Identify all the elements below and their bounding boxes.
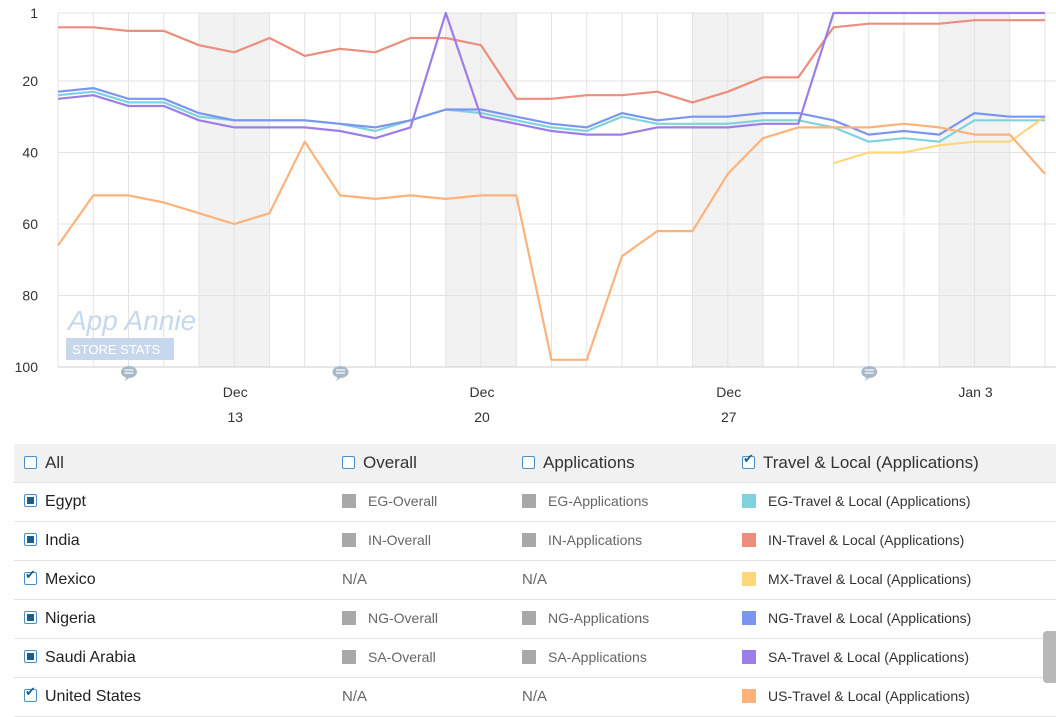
- y-tick-label: 40: [22, 144, 38, 160]
- series-swatch[interactable]: [342, 650, 356, 664]
- country-name: Saudi Arabia: [45, 649, 136, 666]
- legend-row: Saudi Arabia SA-Overall SA-Applications SA-…: [14, 638, 1056, 678]
- watermark-store-stats: STORE STATS: [72, 342, 160, 357]
- legend-header-row: All Overall Applications Travel & Local …: [14, 444, 1056, 483]
- header-overall: Overall: [363, 453, 417, 472]
- overall-series-label[interactable]: SA-Overall: [368, 649, 436, 665]
- country-name: Mexico: [45, 571, 96, 588]
- legend-row: Mexico N/A N/A MX-Travel & Local (Applicati…: [14, 560, 1056, 600]
- series-swatch[interactable]: [342, 611, 356, 625]
- country-checkbox[interactable]: [24, 685, 37, 702]
- series-swatch[interactable]: [742, 494, 756, 508]
- country-checkbox[interactable]: [24, 494, 37, 507]
- travel-series-label[interactable]: NG-Travel & Local (Applications): [768, 610, 972, 626]
- applications-na: N/A: [522, 571, 548, 588]
- travel-series-label[interactable]: EG-Travel & Local (Applications): [768, 493, 971, 509]
- annotation-marker-icon[interactable]: [121, 366, 137, 381]
- series-swatch[interactable]: [342, 494, 356, 508]
- overall-series-label[interactable]: IN-Overall: [368, 532, 432, 548]
- y-tick-label: 20: [22, 73, 38, 89]
- series-swatch[interactable]: [742, 689, 756, 703]
- series-legend-table: All Overall Applications Travel & Local …: [14, 444, 1056, 717]
- legend-row: India IN-Overall IN-Applications IN-Travel …: [14, 521, 1056, 561]
- applications-series-label[interactable]: SA-Applications: [548, 649, 647, 665]
- legend-row: Nigeria NG-Overall NG-Applications NG-Trave…: [14, 599, 1056, 639]
- country-name: Nigeria: [45, 610, 96, 627]
- x-tick-label-day: 13: [227, 409, 243, 425]
- country-checkbox[interactable]: [24, 611, 37, 624]
- side-panel-tab[interactable]: [1043, 631, 1056, 683]
- country-checkbox[interactable]: [24, 568, 37, 585]
- series-line-eg[interactable]: [57, 90, 1045, 143]
- country-checkbox[interactable]: [24, 533, 37, 546]
- y-tick-label: 1: [30, 5, 38, 21]
- travel-series-label[interactable]: MX-Travel & Local (Applications): [768, 571, 972, 587]
- watermark-logo-text: App Annie: [66, 305, 196, 336]
- series-swatch[interactable]: [522, 650, 536, 664]
- legend-row: United States N/A N/A US-Travel & Local (Ap…: [14, 677, 1056, 717]
- series-swatch[interactable]: [742, 572, 756, 586]
- applications-na: N/A: [522, 688, 548, 705]
- overall-series-label[interactable]: NG-Overall: [368, 610, 439, 626]
- x-tick-label-month: Dec: [716, 384, 741, 400]
- x-tick-label-month: Dec: [470, 384, 495, 400]
- annotation-marker-icon[interactable]: [332, 366, 349, 381]
- x-tick-label-day: 20: [474, 409, 490, 425]
- series-swatch[interactable]: [522, 533, 536, 547]
- country-checkbox[interactable]: [24, 650, 37, 663]
- y-tick-label: 80: [22, 287, 38, 303]
- annotation-marker-icon[interactable]: [861, 366, 878, 381]
- y-tick-label: 60: [22, 216, 38, 232]
- series-line-sa[interactable]: [57, 11, 1045, 140]
- series-line-mx[interactable]: [833, 115, 1046, 165]
- x-tick-label-day: 27: [721, 409, 737, 425]
- country-name: Egypt: [45, 493, 86, 510]
- y-tick-label: 100: [15, 359, 39, 375]
- series-line-us[interactable]: [57, 122, 1046, 361]
- travel-checkbox[interactable]: [742, 452, 755, 469]
- series-swatch[interactable]: [742, 650, 756, 664]
- applications-checkbox[interactable]: [522, 456, 535, 469]
- applications-series-label[interactable]: IN-Applications: [548, 532, 643, 548]
- country-name: United States: [45, 688, 142, 705]
- series-swatch[interactable]: [522, 494, 536, 508]
- header-travel: Travel & Local (Applications): [763, 453, 979, 472]
- series-line-ng[interactable]: [57, 87, 1045, 136]
- overall-series-label[interactable]: EG-Overall: [368, 493, 438, 509]
- country-name: India: [45, 532, 80, 549]
- series-swatch[interactable]: [342, 533, 356, 547]
- overall-checkbox[interactable]: [342, 456, 355, 469]
- overall-na: N/A: [342, 571, 368, 588]
- series-swatch[interactable]: [742, 611, 756, 625]
- travel-series-label[interactable]: SA-Travel & Local (Applications): [768, 649, 970, 665]
- header-applications: Applications: [543, 453, 635, 472]
- all-checkbox[interactable]: [24, 456, 37, 469]
- travel-series-label[interactable]: IN-Travel & Local (Applications): [768, 532, 965, 548]
- applications-series-label[interactable]: EG-Applications: [548, 493, 649, 509]
- x-tick-label-month: Dec: [223, 384, 248, 400]
- series-swatch[interactable]: [522, 611, 536, 625]
- rank-chart: App Annie STORE STATS 1 20 40 60 80 100 Dec 13…: [15, 5, 1056, 425]
- applications-series-label[interactable]: NG-Applications: [548, 610, 650, 626]
- x-tick-label-month: Jan 3: [958, 384, 992, 400]
- overall-na: N/A: [342, 688, 368, 705]
- header-all: All: [45, 453, 64, 472]
- series-line-in[interactable]: [58, 19, 1045, 104]
- legend-row: Egypt EG-Overall EG-Applications EG-Travel …: [14, 482, 1056, 522]
- travel-series-label[interactable]: US-Travel & Local (Applications): [768, 688, 970, 704]
- series-swatch[interactable]: [742, 533, 756, 547]
- watermark: App Annie STORE STATS: [66, 305, 196, 360]
